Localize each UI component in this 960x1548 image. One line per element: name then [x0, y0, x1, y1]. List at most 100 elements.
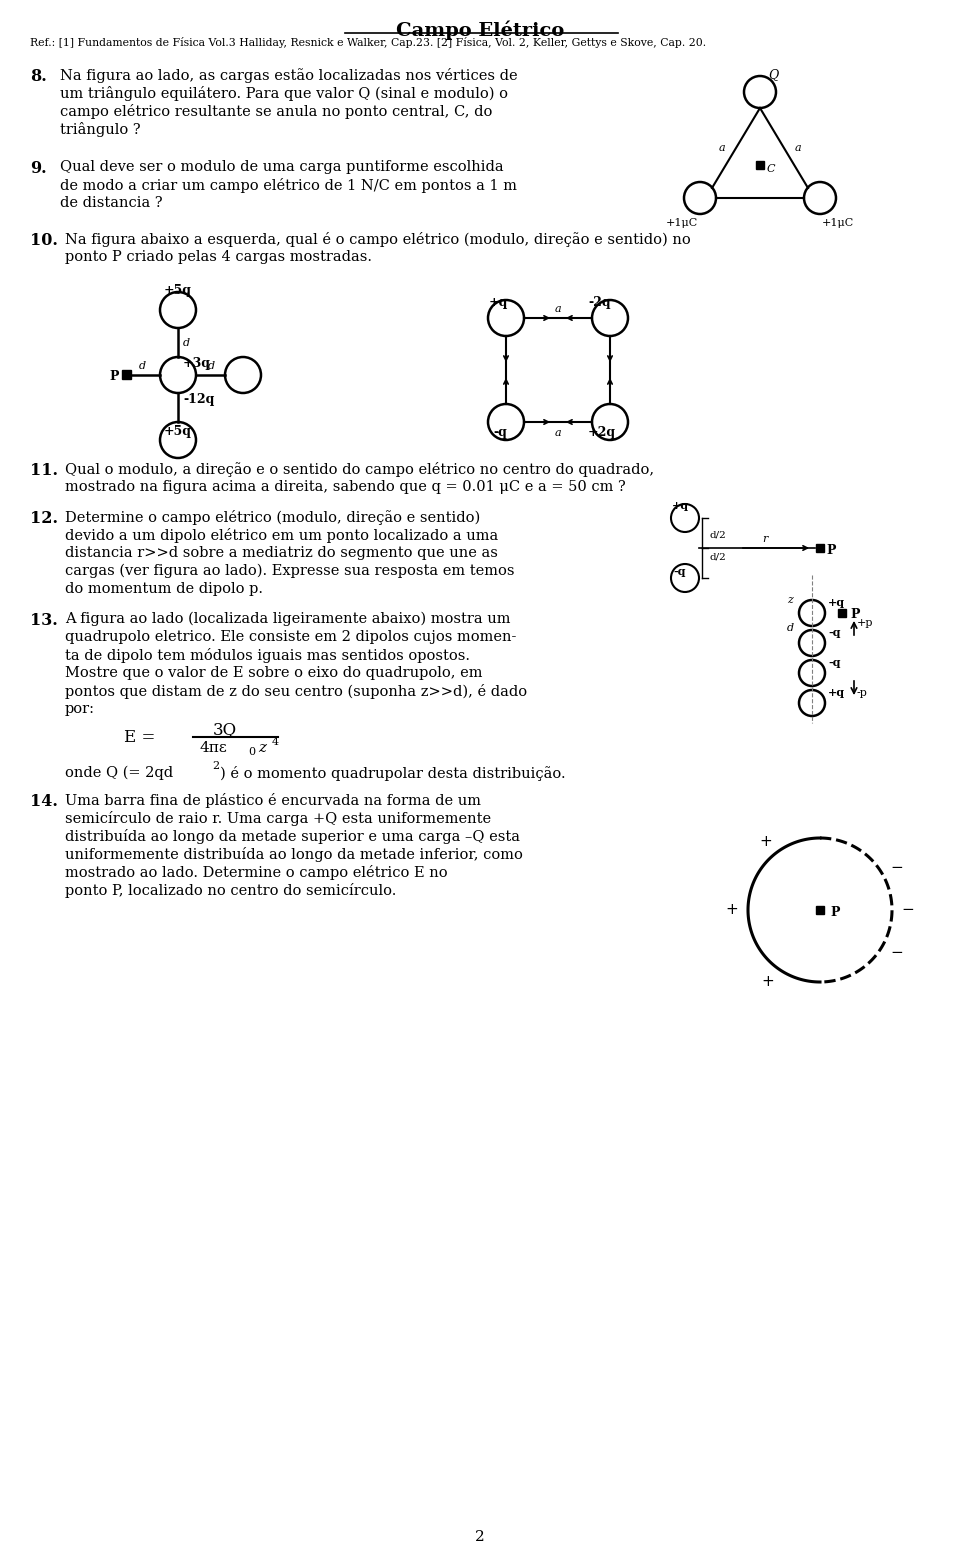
Circle shape — [671, 505, 699, 533]
Text: Mostre que o valor de E sobre o eixo do quadrupolo, em: Mostre que o valor de E sobre o eixo do … — [65, 666, 483, 680]
Text: 10.: 10. — [30, 232, 58, 249]
Text: a: a — [555, 427, 562, 438]
Text: z: z — [787, 594, 793, 605]
Text: +p: +p — [857, 618, 874, 628]
Text: +1μC: +1μC — [822, 218, 854, 228]
Text: +q: +q — [489, 296, 508, 310]
Circle shape — [160, 358, 196, 393]
Text: do momentum de dipolo p.: do momentum de dipolo p. — [65, 582, 263, 596]
Circle shape — [671, 563, 699, 591]
Text: Na figura abaixo a esquerda, qual é o campo elétrico (modulo, direção e sentido): Na figura abaixo a esquerda, qual é o ca… — [65, 232, 691, 248]
Text: P: P — [826, 543, 835, 556]
Text: ponto P criado pelas 4 cargas mostradas.: ponto P criado pelas 4 cargas mostradas. — [65, 249, 372, 265]
Text: +1μC: +1μC — [666, 218, 698, 228]
Text: por:: por: — [65, 701, 95, 717]
Text: um triângulo equilátero. Para que valor Q (sinal e modulo) o: um triângulo equilátero. Para que valor … — [60, 87, 508, 101]
Text: ta de dipolo tem módulos iguais mas sentidos opostos.: ta de dipolo tem módulos iguais mas sent… — [65, 649, 470, 663]
Text: −: − — [891, 861, 903, 875]
Text: de distancia ?: de distancia ? — [60, 197, 162, 211]
Text: campo elétrico resultante se anula no ponto central, C, do: campo elétrico resultante se anula no po… — [60, 104, 492, 119]
Text: mostrado ao lado. Determine o campo elétrico E no: mostrado ao lado. Determine o campo elét… — [65, 865, 447, 879]
Text: P: P — [109, 370, 119, 384]
Text: +5q: +5q — [164, 283, 192, 297]
Text: 2: 2 — [475, 1529, 485, 1543]
Circle shape — [799, 690, 825, 717]
Text: a: a — [555, 303, 562, 314]
Text: pontos que distam de z do seu centro (suponha z>>d), é dado: pontos que distam de z do seu centro (su… — [65, 684, 527, 700]
Text: Campo Elétrico: Campo Elétrico — [396, 20, 564, 40]
Text: distancia r>>d sobre a mediatriz do segmento que une as: distancia r>>d sobre a mediatriz do segm… — [65, 546, 498, 560]
Text: -q: -q — [493, 426, 507, 440]
Text: 3Q: 3Q — [213, 721, 237, 738]
Text: 14.: 14. — [30, 793, 58, 810]
Text: d: d — [183, 337, 190, 348]
Bar — [816, 543, 824, 553]
Text: Uma barra fina de plástico é encurvada na forma de um: Uma barra fina de plástico é encurvada n… — [65, 793, 481, 808]
Text: d: d — [786, 622, 794, 633]
Text: C: C — [767, 164, 776, 173]
Text: de modo a criar um campo elétrico de 1 N/C em pontos a 1 m: de modo a criar um campo elétrico de 1 N… — [60, 178, 517, 194]
Text: d/2: d/2 — [710, 529, 727, 539]
Text: devido a um dipolo elétrico em um ponto localizado a uma: devido a um dipolo elétrico em um ponto … — [65, 528, 498, 543]
Text: -p: -p — [857, 687, 868, 698]
Text: 4: 4 — [272, 737, 279, 748]
Text: P: P — [850, 608, 859, 621]
Text: -q: -q — [674, 567, 686, 577]
Circle shape — [799, 659, 825, 686]
Text: mostrado na figura acima a direita, sabendo que q = 0.01 μC e a = 50 cm ?: mostrado na figura acima a direita, sabe… — [65, 480, 626, 494]
Circle shape — [684, 183, 716, 214]
Bar — [122, 370, 131, 379]
Text: 9.: 9. — [30, 159, 47, 176]
Text: ponto P, localizado no centro do semicírculo.: ponto P, localizado no centro do semicír… — [65, 882, 396, 898]
Text: +3q: +3q — [183, 358, 211, 370]
Text: −: − — [901, 902, 914, 918]
Text: onde Q (= 2qd: onde Q (= 2qd — [65, 766, 173, 780]
Text: Na figura ao lado, as cargas estão localizadas nos vértices de: Na figura ao lado, as cargas estão local… — [60, 68, 517, 84]
Text: +5q: +5q — [164, 426, 192, 438]
Text: d/2: d/2 — [710, 553, 727, 560]
Circle shape — [592, 404, 628, 440]
Text: distribuída ao longo da metade superior e uma carga –Q esta: distribuída ao longo da metade superior … — [65, 830, 520, 844]
Text: semicírculo de raio r. Uma carga +Q esta uniformemente: semicírculo de raio r. Uma carga +Q esta… — [65, 811, 492, 827]
Circle shape — [488, 300, 524, 336]
Text: -2q: -2q — [588, 296, 612, 310]
Circle shape — [225, 358, 261, 393]
Text: a: a — [795, 142, 802, 153]
Bar — [838, 608, 846, 618]
Text: z: z — [258, 741, 266, 755]
Text: r: r — [762, 534, 768, 543]
Circle shape — [592, 300, 628, 336]
Text: Q: Q — [768, 68, 779, 80]
Text: +: + — [726, 902, 738, 918]
Text: triângulo ?: triângulo ? — [60, 122, 140, 138]
Text: 12.: 12. — [30, 509, 58, 526]
Circle shape — [744, 76, 776, 108]
Text: +q: +q — [828, 687, 845, 698]
Text: +: + — [762, 974, 775, 989]
Circle shape — [804, 183, 836, 214]
Text: E =: E = — [124, 729, 155, 746]
Text: a: a — [719, 142, 726, 153]
Text: 0: 0 — [248, 748, 255, 757]
Text: -q: -q — [828, 658, 841, 669]
Text: 2: 2 — [212, 762, 219, 771]
Text: d: d — [138, 361, 146, 372]
Text: +q: +q — [671, 500, 688, 511]
Text: d: d — [207, 361, 215, 372]
Text: -q: -q — [828, 627, 841, 638]
Text: 4πε: 4πε — [200, 741, 228, 755]
Text: Ref.: [1] Fundamentos de Física Vol.3 Halliday, Resnick e Walker, Cap.23. [2] Fí: Ref.: [1] Fundamentos de Física Vol.3 Ha… — [30, 37, 707, 48]
Bar — [816, 906, 824, 913]
Text: 8.: 8. — [30, 68, 47, 85]
Text: +: + — [759, 833, 772, 848]
Circle shape — [160, 293, 196, 328]
Text: P: P — [830, 906, 839, 918]
Text: cargas (ver figura ao lado). Expresse sua resposta em temos: cargas (ver figura ao lado). Expresse su… — [65, 563, 515, 579]
Text: −: − — [891, 944, 903, 960]
Text: +2q: +2q — [588, 426, 616, 440]
Circle shape — [160, 423, 196, 458]
Circle shape — [799, 630, 825, 656]
Bar — [756, 161, 764, 169]
Text: 13.: 13. — [30, 611, 58, 628]
Text: A figura ao lado (localizada ligeiramente abaixo) mostra um: A figura ao lado (localizada ligeirament… — [65, 611, 511, 627]
